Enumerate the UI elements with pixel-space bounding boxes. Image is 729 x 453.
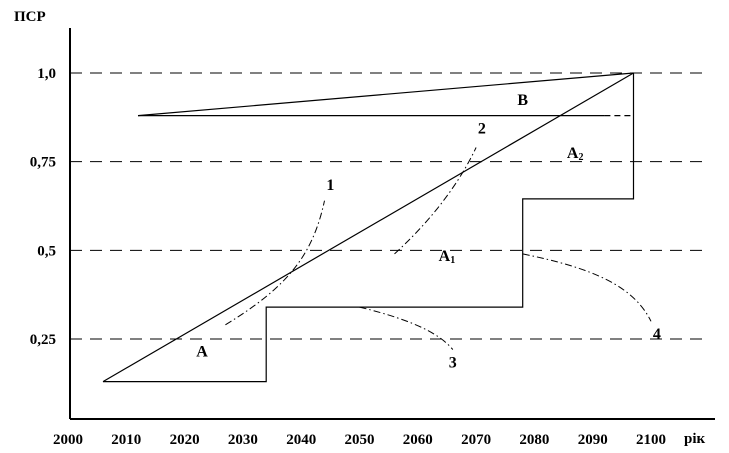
series-line-1 xyxy=(137,72,634,117)
x-tick-label-2: 2020 xyxy=(170,432,200,448)
x-tick-label-8: 2080 xyxy=(519,432,549,448)
x-axis-label: рік xyxy=(684,431,706,447)
x-tick-label-0: 2000 xyxy=(53,432,83,448)
leader-line-1 xyxy=(225,200,325,326)
leader-line-3 xyxy=(359,306,454,350)
x-tick-label-6: 2060 xyxy=(403,432,433,448)
series-line-4 xyxy=(103,73,635,383)
x-tick-label-1: 2010 xyxy=(111,432,141,448)
region-label-0: A xyxy=(196,344,208,361)
y-tick-label-1: 0,5 xyxy=(37,243,56,259)
x-tick-label-7: 2070 xyxy=(461,432,491,448)
y-tick-label-2: 0,75 xyxy=(30,155,56,171)
x-tick-label-9: 2090 xyxy=(578,432,608,448)
series-line-0 xyxy=(102,72,634,383)
annotations: 1 2 3 4 xyxy=(225,120,661,371)
region-label-2: A2 xyxy=(567,145,584,163)
annotation-label-2: 2 xyxy=(478,120,486,137)
y-tick-label-0: 0,25 xyxy=(30,332,56,348)
x-tick-label-5: 2050 xyxy=(345,432,375,448)
leader-line-4 xyxy=(522,253,652,322)
x-tick-label-4: 2040 xyxy=(286,432,316,448)
x-tick-label-3: 2030 xyxy=(228,432,258,448)
axes xyxy=(69,28,715,420)
x-tick-label-10: 2100 xyxy=(636,432,666,448)
series xyxy=(102,72,635,383)
ticks: 0,25 0,5 0,75 1,0 2000 2010 2020 2030 2040 2050 20… xyxy=(30,66,666,448)
annotation-label-3: 3 xyxy=(449,354,457,371)
leader-line-2 xyxy=(394,147,477,255)
y-axis-label: ПСР xyxy=(14,9,46,25)
annotation-label-4: 4 xyxy=(653,326,661,343)
region-label-3: B xyxy=(517,92,528,109)
y-tick-label-3: 1,0 xyxy=(37,66,56,82)
annotation-label-1: 1 xyxy=(326,177,334,194)
